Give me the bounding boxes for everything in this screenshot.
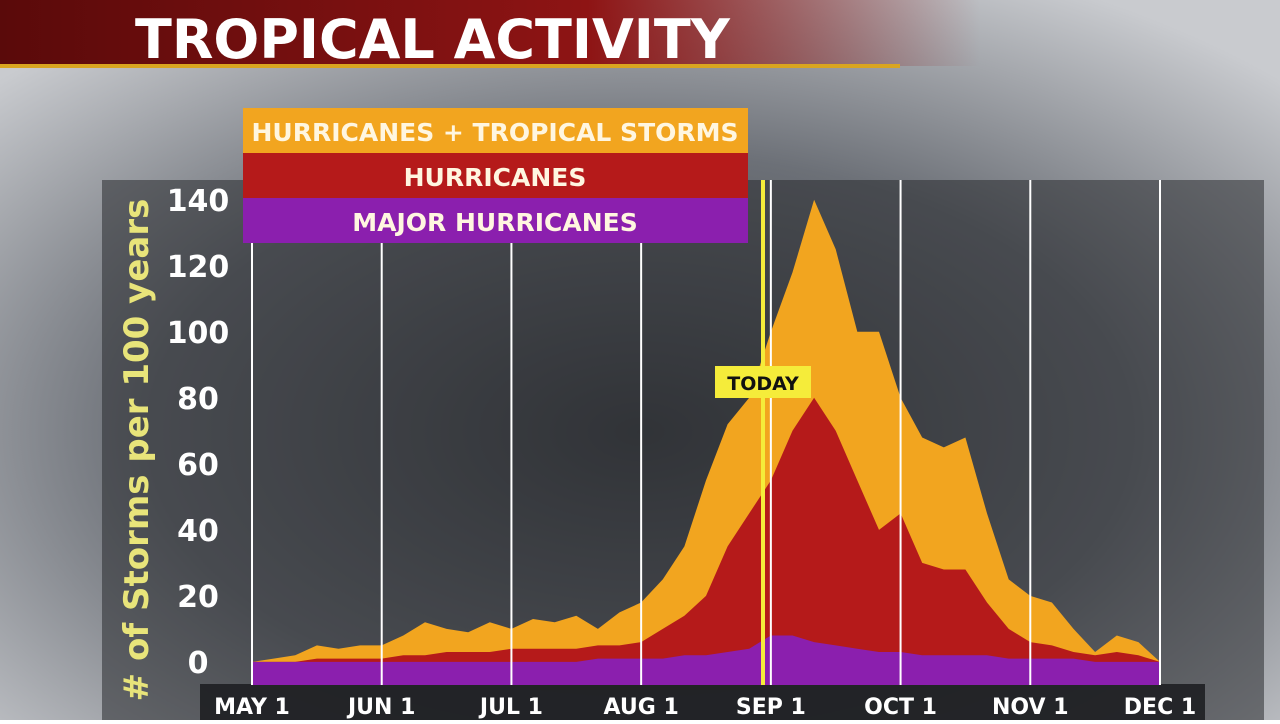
today-box <box>715 366 811 398</box>
y-tick-label: 120 <box>167 250 230 285</box>
y-tick-label: 40 <box>177 514 219 549</box>
x-tick-label: JUN 1 <box>346 695 415 720</box>
x-tick-label: SEP 1 <box>736 695 806 720</box>
legend-label: HURRICANES <box>404 163 587 192</box>
legend-label: HURRICANES + TROPICAL STORMS <box>251 118 738 147</box>
legend-swatch <box>243 153 748 198</box>
chart-title: TROPICAL ACTIVITY <box>135 8 731 71</box>
y-tick-label: 60 <box>177 448 219 483</box>
area <box>252 635 1160 685</box>
annotation: TODAY <box>727 373 799 395</box>
legend-swatch <box>243 108 748 153</box>
title-rule <box>0 64 900 68</box>
title-bar <box>0 0 980 66</box>
area <box>252 397 1160 685</box>
x-tick-label: NOV 1 <box>992 695 1069 720</box>
legend-swatch <box>243 198 748 243</box>
y-tick-label: 140 <box>167 184 230 219</box>
y-tick-label: 0 <box>188 646 209 681</box>
legend-label: MAJOR HURRICANES <box>352 208 637 237</box>
plot <box>251 180 1161 686</box>
x-tick-label: MAY 1 <box>214 695 290 720</box>
y-tick-label: 100 <box>167 316 230 351</box>
x-tick-label: JUL 1 <box>478 695 543 720</box>
y-tick-label: 80 <box>177 382 219 417</box>
x-tick-label: OCT 1 <box>864 695 937 720</box>
y-tick-label: 20 <box>177 580 219 615</box>
y-axis-label: # of Storms per 100 years <box>117 199 157 702</box>
x-axis-band <box>200 684 1205 720</box>
x-tick-label: AUG 1 <box>604 695 679 720</box>
legend: HURRICANES + TROPICAL STORMS HURRICANES MA… <box>243 108 748 243</box>
area <box>252 199 1160 686</box>
x-tick-label: DEC 1 <box>1124 695 1196 720</box>
